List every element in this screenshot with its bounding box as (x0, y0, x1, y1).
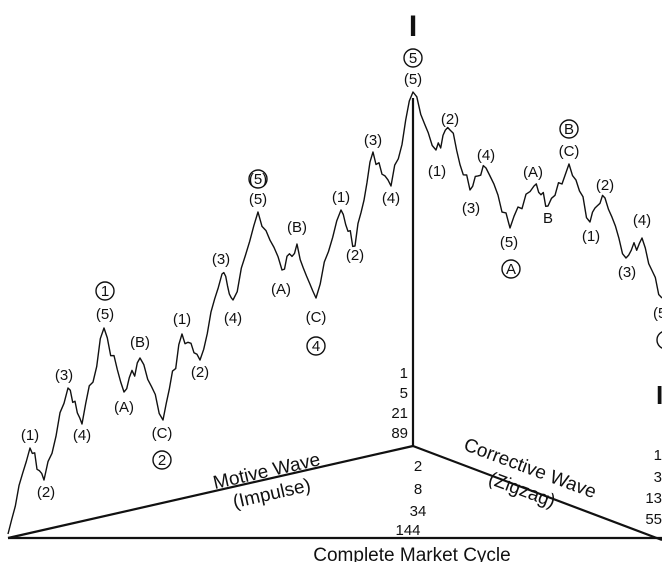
label-iii-5: (5) (404, 71, 422, 88)
label-i-5: (5) (96, 306, 114, 323)
corrective-wave-caption: Corrective Wave (Zigzag) (461, 435, 599, 513)
label-i-4: (4) (73, 427, 91, 444)
label-ii-5-visible: (5) (249, 191, 267, 208)
count-upper-3: 21 (391, 405, 408, 422)
circled-label-5: 5 (403, 48, 423, 68)
label-ii-1: (1) (173, 311, 191, 328)
label-e-4: (4) (633, 212, 651, 229)
right-marker: I (656, 380, 662, 410)
motive-baseline (7, 444, 414, 540)
circled-label-A: A (501, 259, 521, 279)
label-e-5: (5 (653, 305, 662, 322)
label-ii-2: (2) (191, 364, 209, 381)
count-upper-4: 89 (391, 425, 408, 442)
count-lower-1: 2 (414, 458, 422, 475)
label-e-2: (2) (596, 177, 614, 194)
circled-label-B: B (559, 119, 579, 139)
circled-label-2: 2 (152, 450, 172, 470)
label-d-C: (C) (559, 143, 580, 160)
label-d-cA: A (506, 261, 516, 278)
label-d-cB: B (564, 121, 574, 138)
label-i-A: (A) (114, 399, 134, 416)
circled-label-4: 4 (306, 336, 326, 356)
label-i-B: (B) (130, 334, 150, 351)
label-iii-3: (3) (364, 132, 382, 149)
price-wave (7, 91, 662, 535)
label-i-C: (C) (152, 425, 173, 442)
top-marker: I (409, 10, 417, 43)
label-d-5: (5) (500, 234, 518, 251)
count-lower-3: 34 (410, 503, 427, 520)
motive-wave-caption: Motive Wave (Impulse) (211, 449, 322, 513)
label-ii-C: (C) (306, 309, 327, 326)
circled-label-3: (5) (248, 169, 268, 189)
label-ii-3: (3) (212, 251, 230, 268)
label-i-1: (1) (21, 427, 39, 444)
count-right-4: 55 (645, 511, 662, 528)
label-ii-A: (A) (271, 281, 291, 298)
label-d-B: B (543, 210, 553, 227)
label-iii-2: (2) (346, 247, 364, 264)
label-i-3: (3) (55, 367, 73, 384)
label-d-A: (A) (523, 164, 543, 181)
label-ii-c3: (5) (249, 171, 267, 188)
label-i-c1: 1 (101, 283, 109, 300)
label-iii-c5: 5 (409, 50, 417, 67)
count-lower-4: 144 (395, 522, 420, 539)
label-ii-4: (4) (224, 310, 242, 327)
label-d-3: (3) (462, 200, 480, 217)
count-column-right: 1 3 13 55 (645, 447, 662, 528)
circled-label-C-partial (656, 331, 662, 349)
label-d-1: (1) (428, 163, 446, 180)
count-column-lower: 2 8 34 144 (395, 458, 426, 539)
count-upper-1: 1 (400, 365, 408, 382)
label-iii-1: (1) (332, 189, 350, 206)
count-upper-2: 5 (400, 385, 408, 402)
circled-label-1: 1 (95, 281, 115, 301)
corrective-baseline (412, 444, 662, 542)
label-i-c2: 2 (158, 452, 166, 469)
count-right-3: 13 (645, 490, 662, 507)
label-ii-c4: 4 (312, 338, 320, 355)
label-e-1: (1) (582, 228, 600, 245)
label-d-2: (2) (441, 111, 459, 128)
label-ii-B: (B) (287, 219, 307, 236)
label-i-2: (2) (37, 484, 55, 501)
count-lower-2: 8 (414, 481, 422, 498)
label-d-4: (4) (477, 147, 495, 164)
label-e-3: (3) (618, 264, 636, 281)
complete-market-cycle-label: Complete Market Cycle (313, 545, 510, 562)
label-iii-4: (4) (382, 190, 400, 207)
count-right-2: 3 (654, 469, 662, 486)
count-column-upper: 1 5 21 89 (391, 365, 408, 442)
count-right-1: 1 (654, 447, 662, 464)
